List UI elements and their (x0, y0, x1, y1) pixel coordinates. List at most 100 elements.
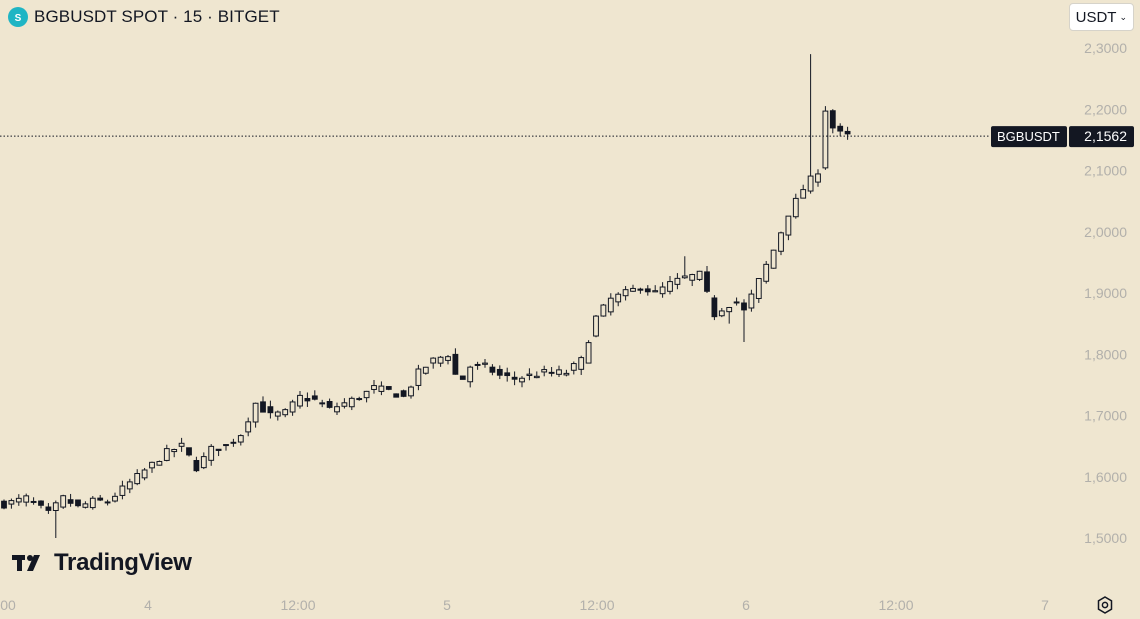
x-tick-label: 4 (144, 597, 152, 613)
candle-body (474, 363, 481, 366)
candle-body (260, 401, 266, 413)
candle-body (415, 368, 422, 386)
candle-body (193, 460, 200, 472)
candle-body (696, 270, 703, 280)
candle-body (60, 495, 67, 508)
candle-body (67, 499, 74, 504)
candle-body (30, 500, 37, 503)
x-tick-label: 6 (742, 597, 750, 613)
candle-body (837, 125, 844, 132)
candle-body (156, 460, 163, 466)
candle-body (496, 368, 503, 376)
x-tick-label: 7 (1041, 597, 1049, 613)
candle-body (45, 506, 52, 511)
svg-text:S: S (15, 13, 22, 23)
candle-body (363, 390, 370, 399)
candle-body (800, 189, 807, 199)
candle-body (437, 356, 444, 364)
candle-body (326, 401, 333, 408)
candle-body (393, 393, 400, 398)
candle-body (733, 301, 740, 304)
candle-body (763, 263, 770, 282)
candle-body (711, 297, 718, 318)
x-tick-label: 12:00 (579, 597, 614, 613)
y-tick-label: 1,5000 (1084, 530, 1127, 546)
candle-body (659, 286, 666, 295)
y-tick-label: 1,6000 (1084, 469, 1127, 485)
candle-body (356, 398, 363, 401)
candle-body (504, 372, 511, 377)
candle-body (134, 473, 141, 485)
candle-body (200, 456, 207, 469)
candle-body (704, 271, 710, 292)
candle-body (223, 444, 229, 447)
x-tick-label: 5 (443, 597, 451, 613)
gear-icon[interactable] (1096, 596, 1114, 614)
candle-body (755, 278, 762, 299)
candle-body (622, 289, 629, 297)
y-tick-label: 1,9000 (1084, 285, 1127, 301)
candle-body (815, 173, 821, 183)
candle-body (600, 304, 607, 317)
candle-body (533, 375, 540, 379)
candle-body (637, 288, 644, 291)
candle-body (807, 175, 814, 192)
candle-body (652, 290, 659, 293)
candle-body (482, 362, 488, 365)
candle-body (489, 366, 496, 373)
candle-body (408, 386, 414, 397)
y-tick-label: 2,2000 (1084, 101, 1127, 117)
candle-body (149, 461, 155, 469)
x-tick-label: 12:00 (878, 597, 913, 613)
candle-body (163, 448, 170, 461)
candle-body (334, 406, 340, 413)
candle-body (82, 503, 89, 508)
x-tick-label: 12:00 (280, 597, 315, 613)
y-tick-label: 2,0000 (1084, 224, 1127, 240)
candle-body (541, 369, 548, 373)
y-tick-label: 2,1000 (1084, 163, 1127, 179)
candle-body (556, 369, 562, 375)
candle-body (585, 342, 592, 364)
currency-label: USDT (1075, 8, 1117, 26)
candle-body (237, 435, 244, 443)
candle-body (215, 448, 222, 451)
candle-body (341, 402, 348, 407)
candle-body (97, 497, 104, 501)
candle-body (252, 402, 259, 423)
symbol-label: BGBUSDT (997, 129, 1060, 144)
candle-body (578, 357, 585, 370)
candle-body (311, 395, 318, 400)
y-tick-label: 1,8000 (1084, 346, 1127, 362)
candle-body (422, 366, 429, 374)
candle-body (267, 406, 274, 414)
tradingview-mark-icon (12, 555, 40, 571)
candle-body (15, 497, 22, 503)
symbol-label-box (991, 126, 1067, 148)
candle-body (726, 307, 733, 313)
candle-body (822, 110, 829, 169)
candle-body (430, 357, 437, 364)
candle-body (52, 502, 59, 511)
candle-body (548, 371, 555, 374)
candle-body (289, 401, 296, 413)
currency-selector[interactable]: USDT ⌄ (1068, 3, 1134, 31)
candle-body (792, 197, 799, 218)
candle-body (230, 441, 237, 444)
chart-header: S BGBUSDT SPOT · 15 · BITGET (8, 6, 280, 28)
candle-body (563, 372, 570, 376)
price-label-box (1069, 126, 1134, 148)
candle-body (119, 485, 126, 496)
candle-body (674, 277, 681, 285)
coin-icon: S (8, 7, 28, 27)
candle-body (718, 310, 725, 317)
candle-body (297, 394, 303, 407)
y-tick-label: 1,7000 (1084, 408, 1127, 424)
candle-body (245, 421, 252, 433)
candle-body (741, 302, 747, 311)
candle-body (667, 281, 673, 292)
candle-body (104, 501, 111, 504)
candle-body (607, 297, 614, 313)
candle-body (748, 293, 755, 309)
